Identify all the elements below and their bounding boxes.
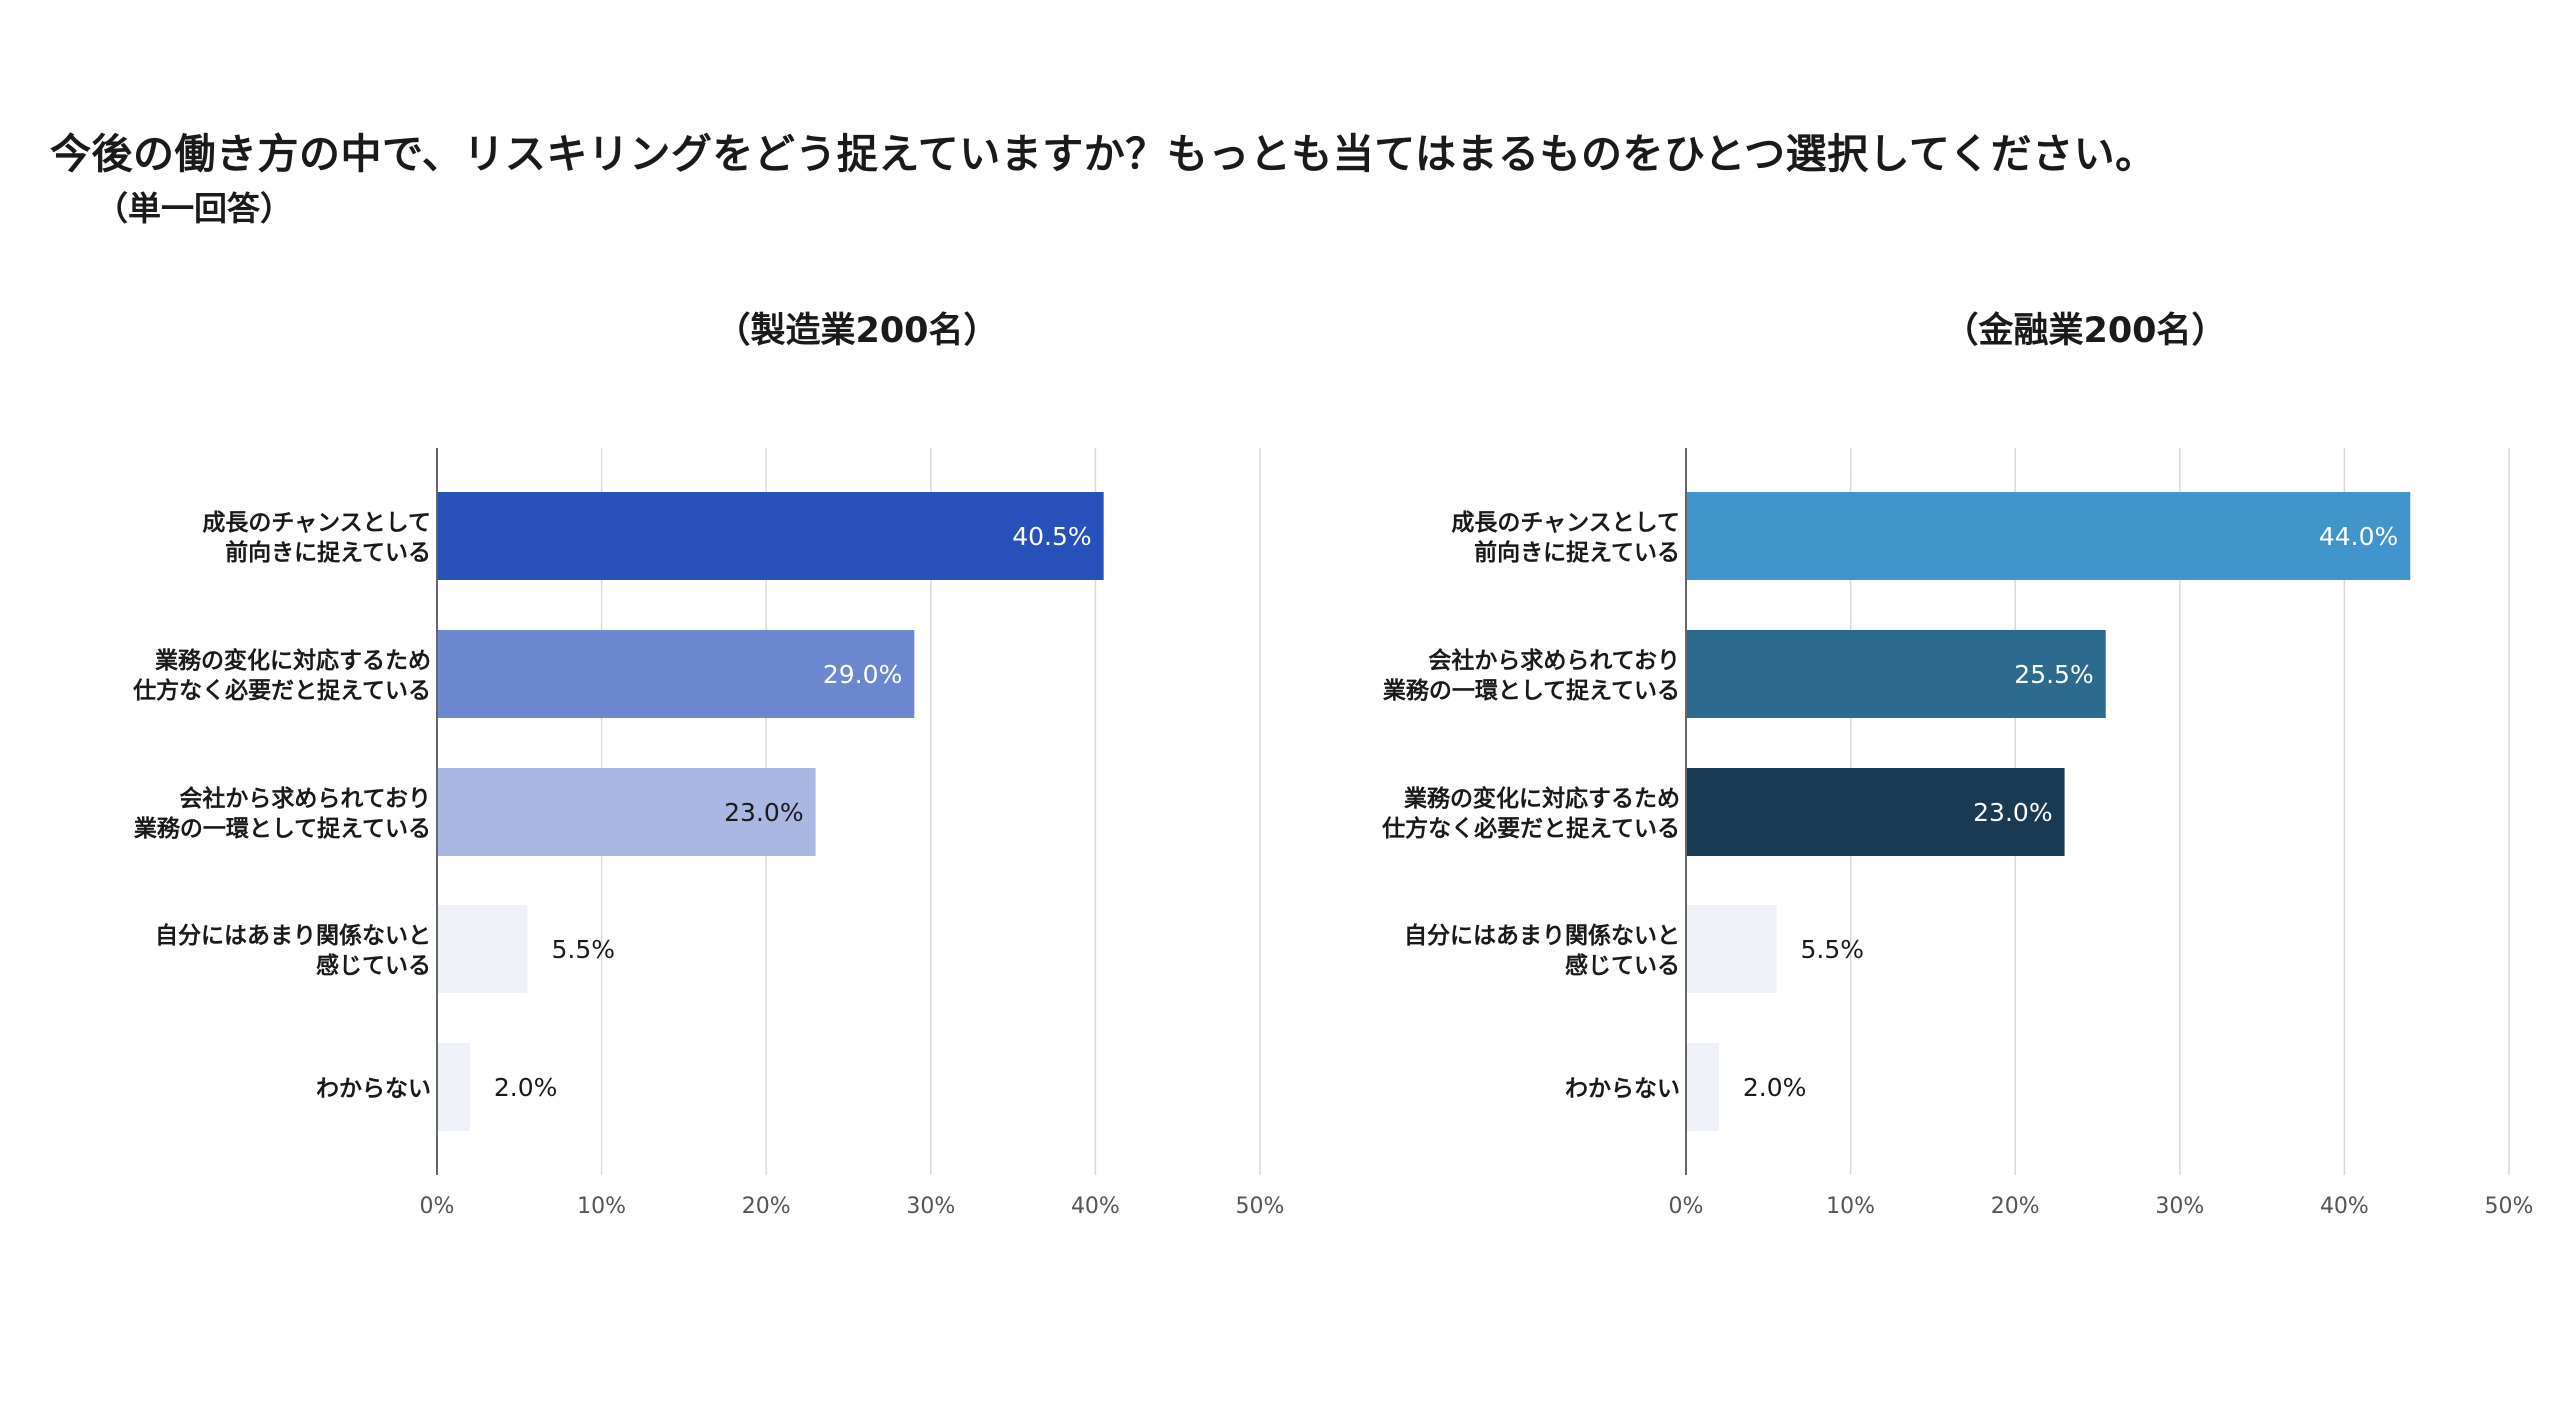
data-label: 25.5% (2014, 660, 2093, 689)
category-label: 仕方なく必要だと捉えている (1381, 815, 1680, 842)
category-label: 業務の変化に対応するため (154, 647, 431, 674)
category-label: 成長のチャンスとして (202, 510, 431, 536)
category-label: 自分にはあまり関係ないと (155, 922, 431, 949)
x-tick-label: 0% (1669, 1194, 1704, 1219)
page-subtitle: （単一回答） (95, 189, 293, 228)
data-label: 44.0% (2319, 522, 2398, 551)
category-label: 前向きに捉えている (1474, 539, 1680, 566)
category-label: 感じている (316, 952, 431, 979)
data-label: 2.0% (1743, 1073, 1807, 1102)
bar (1686, 905, 1777, 993)
x-tick-label: 0% (420, 1194, 455, 1219)
x-tick-label: 40% (1071, 1194, 1120, 1219)
x-tick-label: 20% (742, 1194, 791, 1219)
category-label: わからない (316, 1076, 431, 1102)
category-label: 感じている (1565, 952, 1680, 979)
data-label: 40.5% (1012, 522, 1091, 551)
category-label: 成長のチャンスとして (1451, 510, 1680, 536)
chart-title: （製造業200名） (715, 311, 998, 351)
x-tick-label: 30% (2155, 1194, 2204, 1219)
category-label: 業務の一環として捉えている (133, 815, 431, 842)
bar (1686, 492, 2411, 580)
category-label: 会社から求められており (179, 785, 431, 812)
category-label: 会社から求められており (1428, 647, 1680, 674)
bar (437, 630, 915, 718)
category-label: 前向きに捉えている (225, 539, 431, 566)
data-label: 23.0% (724, 798, 803, 827)
bar (1686, 630, 2106, 718)
page-title: 今後の働き方の中で、リスキリングをどう捉えていますか？もっとも当てはまるものをひ… (50, 130, 2157, 178)
data-label: 23.0% (1973, 798, 2052, 827)
x-tick-label: 50% (1236, 1194, 1285, 1219)
data-label: 5.5% (1801, 935, 1865, 964)
bar (1686, 1043, 1719, 1131)
data-label: 5.5% (552, 935, 616, 964)
category-label: 仕方なく必要だと捉えている (132, 677, 431, 704)
x-tick-label: 10% (1826, 1194, 1875, 1219)
x-tick-label: 40% (2320, 1194, 2369, 1219)
x-tick-label: 30% (906, 1194, 955, 1219)
bar (1686, 768, 2065, 856)
bar (437, 492, 1104, 580)
chart-title: （金融業200名） (1943, 310, 2226, 351)
bar (437, 905, 528, 993)
x-tick-label: 20% (1991, 1194, 2040, 1219)
bar (437, 1043, 470, 1131)
data-label: 2.0% (494, 1073, 558, 1102)
x-tick-label: 50% (2485, 1194, 2534, 1219)
bar (437, 768, 816, 856)
category-label: 自分にはあまり関係ないと (1404, 922, 1680, 949)
category-label: 業務の変化に対応するため (1403, 785, 1680, 812)
data-label: 29.0% (823, 660, 902, 689)
x-tick-label: 10% (577, 1194, 626, 1219)
category-label: 業務の一環として捉えている (1382, 677, 1680, 704)
category-label: わからない (1565, 1076, 1680, 1102)
